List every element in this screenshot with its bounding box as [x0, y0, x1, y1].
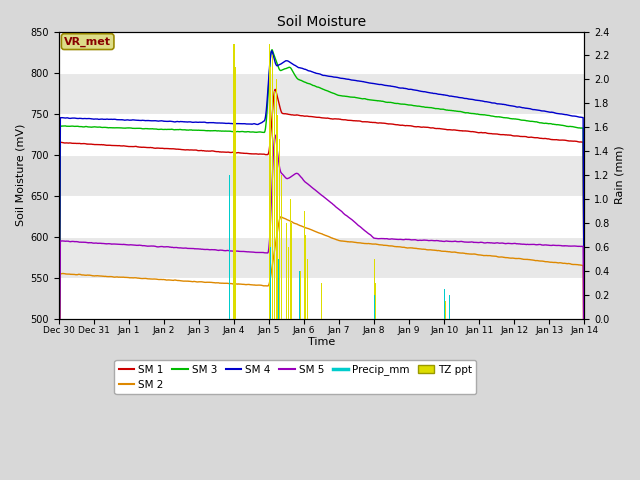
Text: VR_met: VR_met [64, 36, 111, 47]
Bar [449, 295, 450, 319]
Bar [279, 139, 280, 319]
Bar [307, 259, 308, 319]
Bar [275, 79, 276, 319]
Bar [445, 301, 447, 319]
Y-axis label: Rain (mm): Rain (mm) [615, 146, 625, 204]
Bar [444, 289, 445, 319]
Bar [274, 91, 275, 319]
Bar [289, 199, 291, 319]
Bar [59, 278, 584, 319]
Title: Soil Moisture: Soil Moisture [277, 15, 366, 29]
Bar [59, 114, 584, 155]
Bar [303, 211, 305, 319]
Bar [375, 283, 376, 319]
Bar [277, 115, 278, 319]
Bar [444, 295, 445, 319]
Legend: SM 1, SM 2, SM 3, SM 4, SM 5, Precip_mm, TZ ppt: SM 1, SM 2, SM 3, SM 4, SM 5, Precip_mm,… [115, 360, 476, 394]
Bar [305, 235, 307, 319]
Bar [288, 247, 289, 319]
Bar [59, 72, 584, 114]
Bar [59, 32, 584, 72]
Bar [59, 196, 584, 237]
Bar [59, 155, 584, 196]
Bar [321, 283, 322, 319]
Bar [269, 247, 271, 319]
Bar [59, 237, 584, 278]
Bar [270, 68, 271, 319]
Y-axis label: Soil Moisture (mV): Soil Moisture (mV) [15, 124, 25, 227]
Bar [291, 223, 292, 319]
Bar [300, 271, 301, 319]
Bar [281, 175, 282, 319]
Bar [229, 175, 230, 319]
Bar [374, 295, 375, 319]
Bar [286, 223, 287, 319]
Bar [278, 259, 279, 319]
Bar [272, 56, 273, 319]
X-axis label: Time: Time [308, 337, 335, 347]
